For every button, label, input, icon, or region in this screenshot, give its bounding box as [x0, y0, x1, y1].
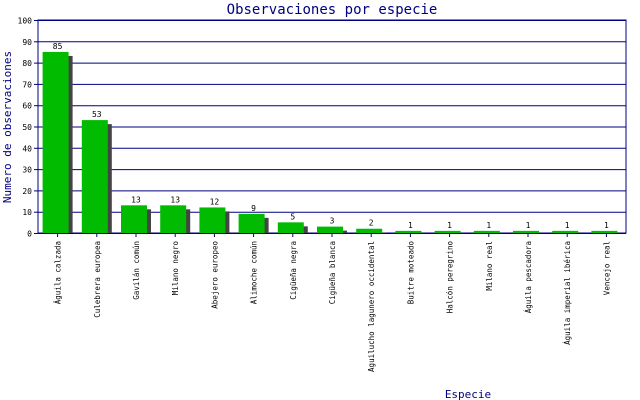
category-label: Cigüeña negra: [289, 241, 298, 300]
bar: [395, 230, 422, 233]
y-tick-label: 10: [22, 208, 32, 217]
category-label: Águila imperial ibérica: [563, 241, 572, 345]
bar-value-label: 1: [526, 221, 531, 230]
category-label: Buitre moteado: [406, 241, 415, 305]
category-label: Milano real: [485, 241, 494, 291]
y-tick-label: 90: [22, 38, 32, 47]
bar-value-label: 12: [210, 197, 220, 206]
y-tick-label: 20: [22, 187, 32, 196]
bar-value-label: 1: [408, 221, 413, 230]
bar-value-label: 13: [131, 195, 141, 204]
bar-value-label: 13: [170, 195, 180, 204]
bar: [513, 230, 539, 233]
y-tick-label: 60: [22, 102, 32, 111]
bar: [356, 228, 383, 233]
bar-value-label: 1: [447, 221, 452, 230]
bar: [121, 205, 147, 233]
category-label: Águila pescadora: [524, 241, 533, 313]
bar: [81, 120, 108, 233]
category-label: Culebrera europea: [93, 241, 102, 318]
bar-value-label: 5: [290, 212, 295, 221]
category-label: Águila calzada: [54, 241, 63, 304]
y-tick-label: 40: [22, 144, 32, 153]
bar-value-label: 9: [251, 204, 256, 213]
y-axis-label: Numero de observaciones: [1, 51, 14, 203]
y-tick-label: 30: [22, 166, 32, 175]
category-label: Alimoche común: [250, 241, 259, 304]
bar: [238, 213, 265, 233]
category-label: Aguilucho lagunero occidental: [367, 241, 376, 372]
category-label: Milano negro: [171, 241, 180, 296]
bar-value-label: 3: [330, 217, 335, 226]
y-tick-label: 50: [22, 123, 32, 132]
bar-value-label: 1: [565, 221, 570, 230]
category-label: Vencejo real: [602, 241, 611, 295]
x-axis-label: Especie: [445, 388, 491, 400]
bar: [434, 230, 461, 233]
bar: [591, 230, 618, 233]
bar: [160, 205, 187, 233]
bar-value-label: 2: [369, 219, 374, 228]
y-tick-label: 0: [27, 230, 32, 239]
category-label: Halcón peregrino: [446, 241, 455, 314]
y-tick-label: 70: [22, 80, 32, 89]
bar: [42, 51, 69, 234]
bar-value-label: 85: [53, 42, 63, 51]
category-label: Gavilán común: [132, 241, 141, 300]
y-tick-label: 80: [22, 59, 32, 68]
bar-value-label: 1: [486, 221, 491, 230]
bar: [199, 207, 226, 233]
chart-title: Observaciones por especie: [227, 2, 438, 18]
bar: [317, 226, 343, 233]
category-label: Abejero europeo: [210, 241, 219, 309]
category-label: Cigüeña blanca: [328, 241, 337, 304]
bar: [277, 222, 304, 233]
bar: [473, 230, 500, 233]
bar-value-label: 1: [604, 221, 609, 230]
y-tick-label: 100: [18, 17, 33, 26]
bar-value-label: 53: [92, 110, 102, 119]
bar: [552, 230, 579, 233]
